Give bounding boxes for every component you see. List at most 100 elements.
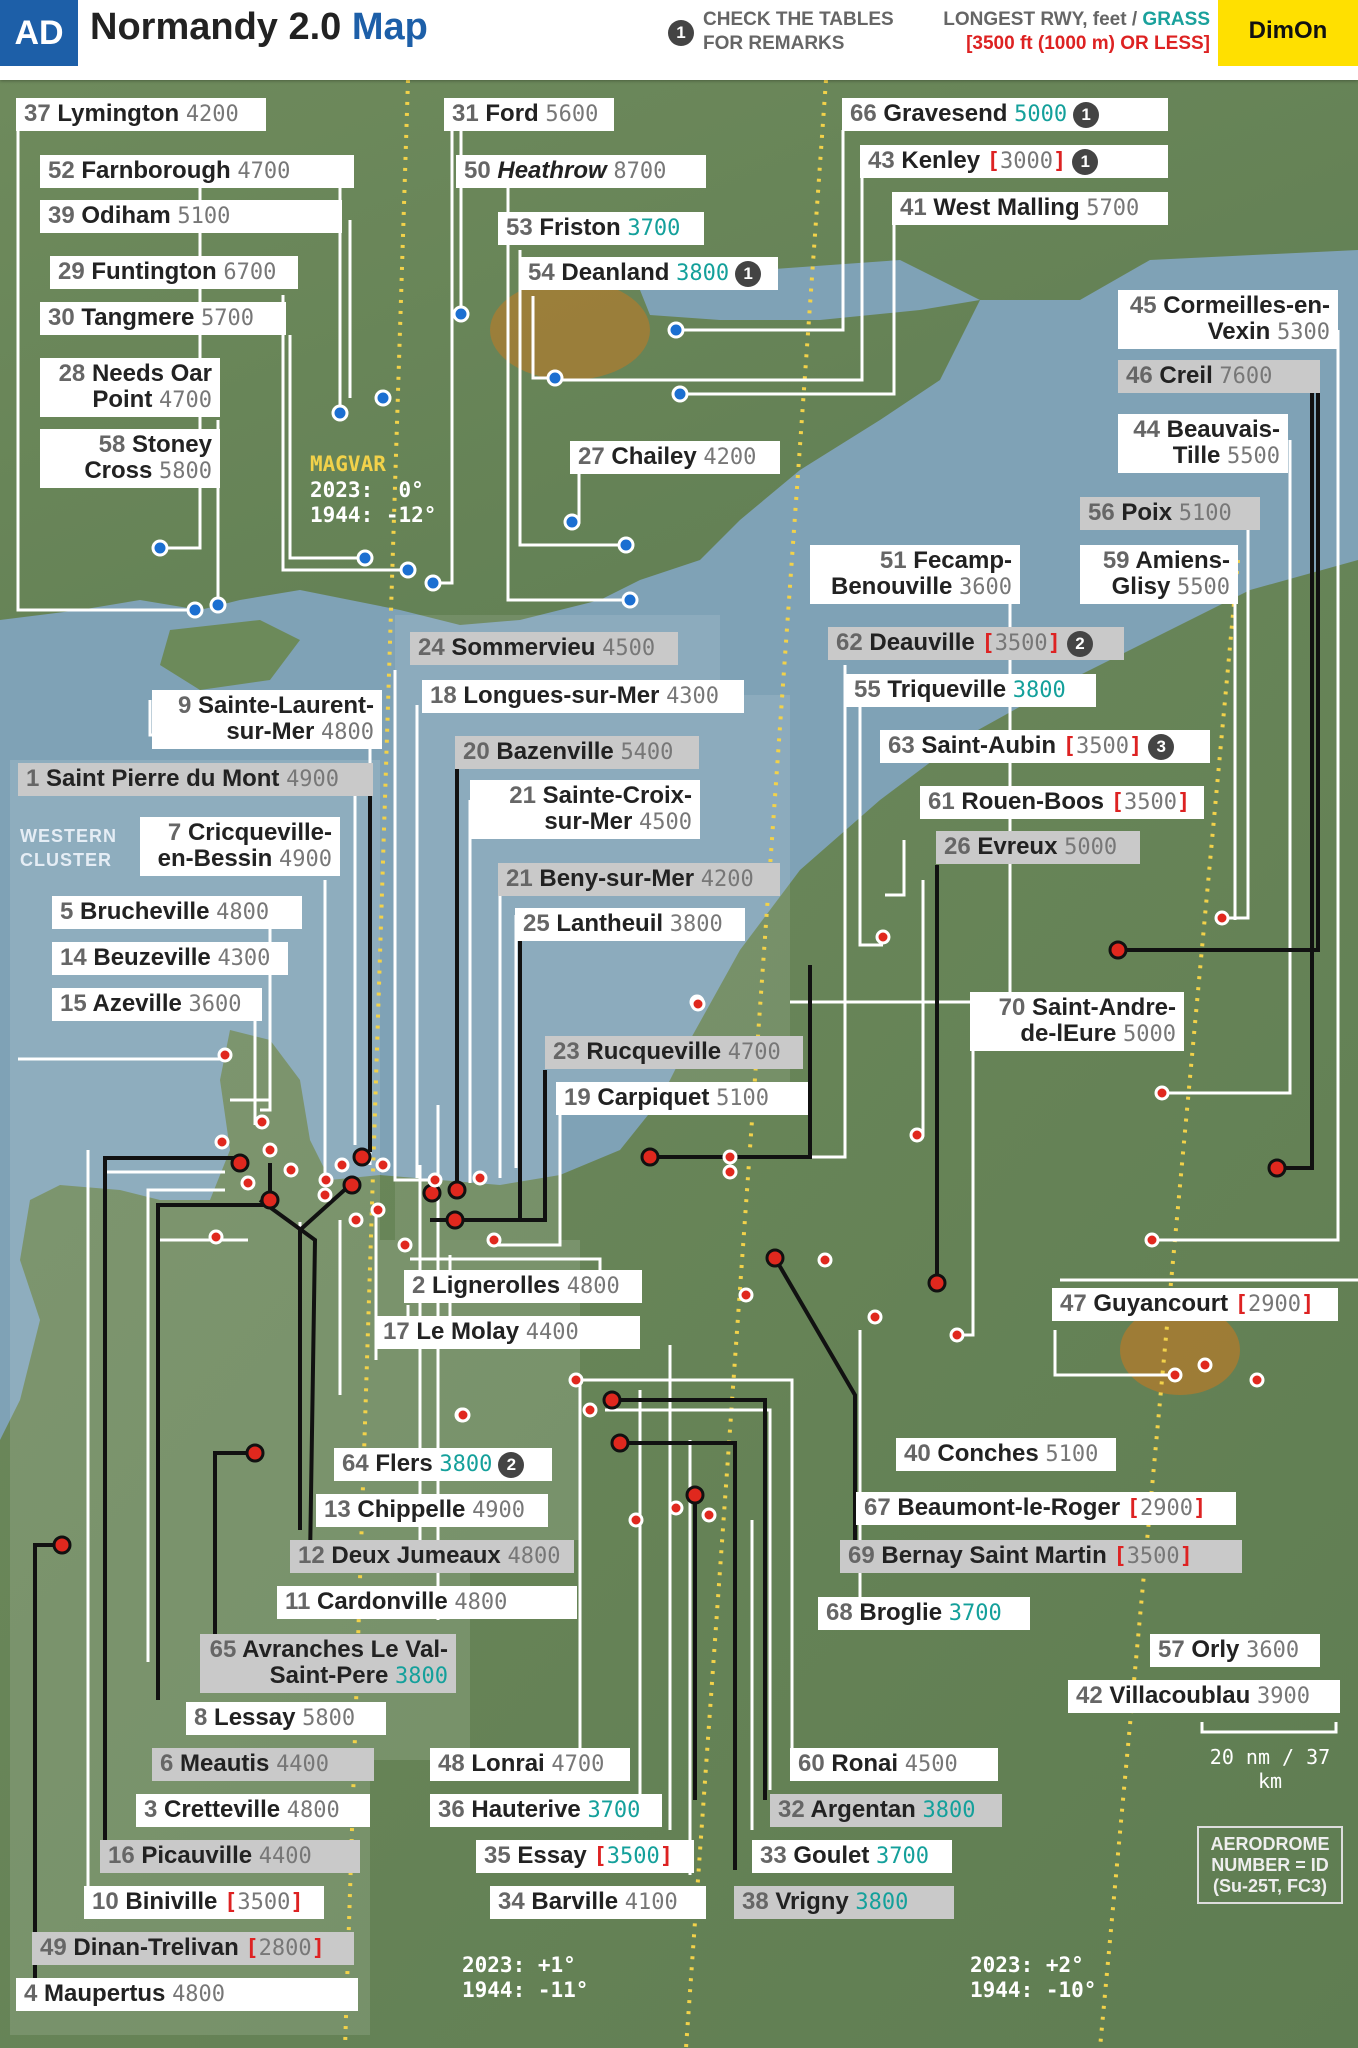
airfield-name: Orly (1191, 1636, 1240, 1663)
airfield-runway: 4200 (700, 867, 754, 892)
airfield-name: Beauvais-Tille (1166, 416, 1280, 469)
airfield-label-23: 23 Rucqueville 4700 (545, 1036, 803, 1069)
airfield-runway: 3500 (1123, 790, 1177, 815)
airfield-runway: 5700 (200, 306, 254, 331)
airfield-name: Cretteville (164, 1796, 281, 1823)
airfield-name: Saint-Andre-de-lEure (1020, 994, 1176, 1047)
airfield-id: 61 (928, 788, 955, 815)
airfield-label-31: 31 Ford 5600 (444, 98, 614, 131)
paris-urban (1120, 1305, 1240, 1395)
airfield-runway: 4800 (286, 1798, 340, 1823)
airfield-name: Guyancourt (1093, 1290, 1229, 1317)
airfield-name: Flers (375, 1450, 433, 1477)
airfield-runway: 4700 (237, 159, 291, 184)
airfield-label-17: 17 Le Molay 4400 (375, 1316, 640, 1349)
airfield-runway: 4800 (216, 900, 270, 925)
brand-logo: DimOn (1218, 0, 1358, 66)
airfield-name: Beaumont-le-Roger (897, 1494, 1121, 1521)
airfield-name: Conches (937, 1440, 1039, 1467)
airfield-label-70: 70 Saint-Andre-de-lEure 5000 (970, 992, 1184, 1051)
airfield-id: 27 (578, 443, 605, 470)
airfield-label-41: 41 West Malling 5700 (892, 192, 1168, 225)
airfield-label-4: 4 Maupertus 4800 (16, 1978, 358, 2011)
airfield-label-32: 32 Argentan 3800 (770, 1794, 1002, 1827)
ad-badge: AD (0, 0, 78, 66)
bracket: [ (593, 1844, 607, 1869)
airfield-name: Longues-sur-Mer (463, 682, 660, 709)
airfield-runway: 3800 (855, 1890, 909, 1915)
airfield-runway: 5500 (1177, 575, 1230, 600)
remark-badge: 1 (1073, 101, 1100, 128)
airfield-id: 34 (498, 1888, 525, 1915)
airfield-id: 37 (24, 100, 51, 127)
bracket: [ (1234, 1292, 1248, 1317)
airfield-name: Lymington (57, 100, 180, 127)
airfield-runway: 5400 (620, 740, 674, 765)
airfield-id: 28 (58, 360, 86, 387)
airfield-runway: 3800 (669, 912, 723, 937)
magvar-label: MAGVAR (310, 452, 386, 476)
airfield-label-63: 63 Saint-Aubin [3500] 3 (880, 730, 1210, 763)
airfield-name: Barville (531, 1888, 619, 1915)
airfield-name: Deux Jumeaux (331, 1542, 501, 1569)
airfield-runway: 3700 (948, 1601, 1002, 1626)
airfield-name: Dinan-Trelivan (73, 1934, 239, 1961)
airfield-id: 14 (60, 944, 87, 971)
bracket: ] (659, 1844, 673, 1869)
airfield-label-18: 18 Longues-sur-Mer 4300 (422, 680, 744, 713)
airfield-name: Cardonville (317, 1588, 448, 1615)
airfield-id: 16 (108, 1842, 135, 1869)
airfield-name: Lantheuil (556, 910, 664, 937)
airfield-runway: 4500 (602, 636, 656, 661)
airfield-runway: 4800 (566, 1274, 620, 1299)
western-cluster-area (10, 760, 580, 2035)
airfield-label-67: 67 Beaumont-le-Roger [2900] (856, 1492, 1236, 1525)
airfield-id: 32 (778, 1796, 805, 1823)
airfield-runway: 4800 (321, 720, 374, 745)
airfield-runway: 3500 (1075, 734, 1129, 759)
airfield-id: 2 (412, 1272, 426, 1299)
airfield-name: Heathrow (497, 157, 607, 184)
western-cluster-label: WESTERN CLUSTER (20, 826, 117, 870)
airfield-runway: 4700 (159, 388, 212, 413)
airfield-label-43: 43 Kenley [3000] 1 (860, 145, 1168, 178)
bracket: [ (1113, 1544, 1127, 1569)
airfield-label-27: 27 Chailey 4200 (570, 441, 780, 474)
airfield-runway: 3800 (1012, 678, 1066, 703)
airfield-label-35: 35 Essay [3500] (476, 1840, 694, 1873)
airfield-label-2: 2 Lignerolles 4800 (404, 1270, 642, 1303)
airfield-runway: 3600 (188, 992, 242, 1017)
airfield-runway: 7600 (1219, 364, 1273, 389)
bracket: ] (1052, 149, 1067, 174)
airfield-label-6: 6 Meautis 4400 (152, 1748, 374, 1781)
scale-text: 20 nm / 37 km (1209, 1745, 1331, 1793)
remark-badge: 1 (1072, 148, 1099, 175)
airfield-label-14: 14 Beuzeville 4300 (52, 942, 288, 975)
airfield-label-38: 38 Vrigny 3800 (734, 1886, 954, 1919)
airfield-runway: 6700 (223, 260, 277, 285)
airfield-label-25: 25 Lantheuil 3800 (515, 908, 745, 941)
airfield-id: 66 (850, 100, 877, 127)
airfield-label-55: 55 Triqueville 3800 (846, 674, 1096, 707)
airfield-id: 51 (879, 547, 907, 574)
airfield-label-5: 5 Brucheville 4800 (52, 896, 302, 929)
remark-note-text: CHECK THE TABLES FOR REMARKS (703, 8, 894, 56)
airfield-runway: 5100 (177, 204, 231, 229)
airfield-runway: 5500 (1227, 444, 1280, 469)
airfield-label-62: 62 Deauville [3500] 2 (828, 627, 1124, 660)
airfield-id: 65 (209, 1636, 237, 1663)
airfield-runway: 2900 (1247, 1292, 1301, 1317)
airfield-runway: 3500 (606, 1844, 660, 1869)
airfield-name: Broglie (859, 1599, 943, 1626)
black-leader-lines (33, 375, 1320, 1995)
airfield-label-1: 1 Saint Pierre du Mont 4900 (18, 763, 373, 796)
rwy-legend-a: LONGEST RWY, feet / (943, 9, 1138, 30)
airfield-id: 41 (900, 194, 927, 221)
airfield-name: Bazenville (496, 738, 614, 765)
title-main: Normandy 2.0 (90, 6, 342, 48)
note-line-2: FOR REMARKS (703, 33, 845, 54)
airfield-label-44: 44 Beauvais-Tille 5500 (1118, 414, 1288, 473)
airfield-name: Evreux (977, 833, 1058, 860)
airfield-runway: 5100 (1045, 1442, 1099, 1467)
bracket: ] (1047, 631, 1061, 656)
